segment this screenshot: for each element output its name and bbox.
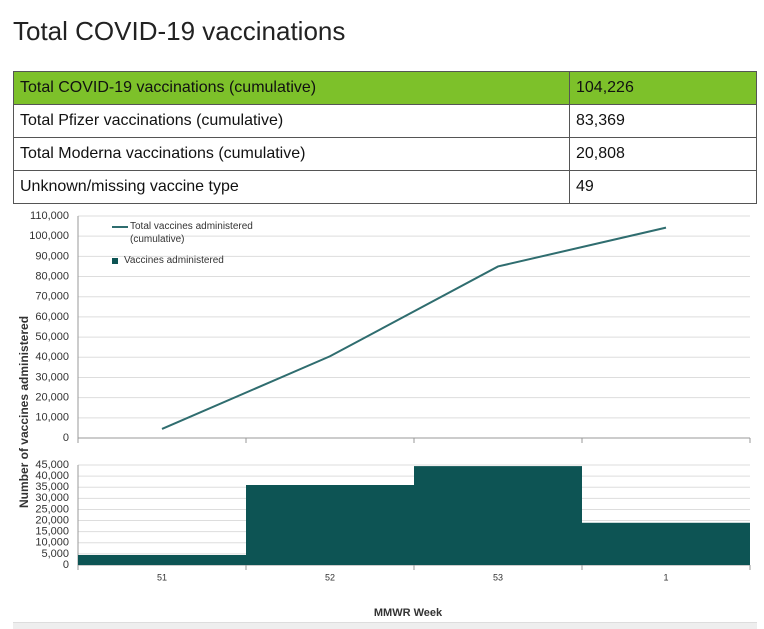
summary-table: Total COVID-19 vaccinations (cumulative)… <box>13 71 757 204</box>
legend: Total vaccines administered (cumulative)… <box>112 220 260 275</box>
y-tick-label: 60,000 <box>35 311 69 323</box>
cell: Unknown/missing vaccine type <box>13 170 570 204</box>
bar <box>414 466 582 565</box>
bar <box>582 522 750 565</box>
bar <box>78 555 246 565</box>
cell: 104,226 <box>569 71 757 105</box>
legend-item: Vaccines administered <box>112 254 260 267</box>
x-axis-label: MMWR Week <box>374 607 443 619</box>
x-tick-label: 52 <box>325 572 335 582</box>
x-tick-label: 1 <box>663 572 668 582</box>
y-tick-label: 10,000 <box>35 537 69 549</box>
cell: Total COVID-19 vaccinations (cumulative) <box>13 71 570 105</box>
y-tick-label: 100,000 <box>29 230 69 242</box>
y-tick-label: 40,000 <box>35 351 69 363</box>
footer-bar <box>13 622 757 629</box>
page-title: Total COVID-19 vaccinations <box>13 16 346 46</box>
table-row: Total Moderna vaccinations (cumulative) 2… <box>13 137 757 171</box>
bar <box>246 485 414 565</box>
cell: 83,369 <box>569 104 757 138</box>
y-tick-label: 45,000 <box>35 459 69 471</box>
legend-swatch <box>112 258 118 264</box>
y-tick-label: 10,000 <box>35 412 69 424</box>
y-tick-label: 5,000 <box>41 548 69 560</box>
y-tick-label: 90,000 <box>35 250 69 262</box>
cell: 20,808 <box>569 137 757 171</box>
y-tick-label: 20,000 <box>35 392 69 404</box>
legend-item: Total vaccines administered (cumulative) <box>112 220 260 246</box>
x-tick-label: 51 <box>157 572 167 582</box>
legend-label: Total vaccines administered (cumulative) <box>130 221 253 245</box>
legend-label: Vaccines administered <box>124 255 224 266</box>
line-series <box>161 226 667 430</box>
y-tick-label: 70,000 <box>35 291 69 303</box>
y-tick-label: 35,000 <box>35 481 69 493</box>
y-tick-label: 40,000 <box>35 470 69 482</box>
table-row: Unknown/missing vaccine type 49 <box>13 170 757 204</box>
y-tick-label: 0 <box>63 559 69 571</box>
y-tick-label: 0 <box>63 432 69 444</box>
y-tick-label: 50,000 <box>35 331 69 343</box>
legend-swatch <box>112 226 128 228</box>
y-tick-label: 30,000 <box>35 492 69 504</box>
cell: 49 <box>569 170 757 204</box>
y-axis-label: Number of vaccines administered <box>17 316 31 508</box>
x-tick-label: 53 <box>493 572 503 582</box>
table-row: Total COVID-19 vaccinations (cumulative)… <box>13 71 757 105</box>
y-tick-label: 15,000 <box>35 526 69 538</box>
y-tick-label: 110,000 <box>30 210 69 222</box>
y-tick-label: 80,000 <box>35 270 69 282</box>
cell: Total Moderna vaccinations (cumulative) <box>13 137 570 171</box>
y-tick-label: 20,000 <box>35 514 69 526</box>
y-tick-label: 30,000 <box>35 371 69 383</box>
y-tick-label: 25,000 <box>35 503 69 515</box>
